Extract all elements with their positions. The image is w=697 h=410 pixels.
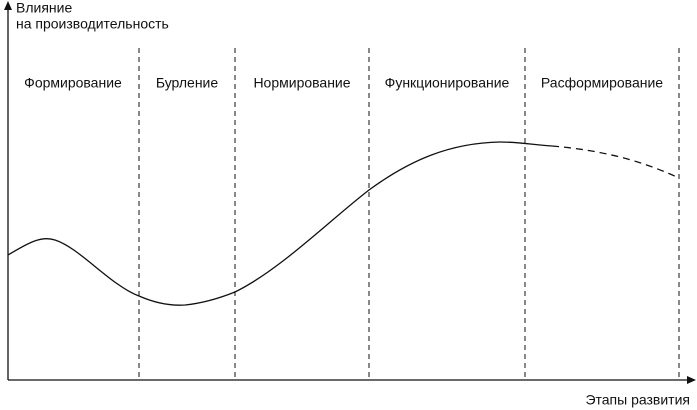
stage-label: Расформирование — [541, 75, 663, 91]
stage-label: Бурление — [156, 75, 219, 91]
y-axis-arrow — [4, 1, 12, 10]
performance-curve — [7, 141, 553, 306]
y-axis-label: Влияние — [16, 0, 72, 16]
stage-label: Нормирование — [253, 75, 350, 91]
stage-label: Формирование — [24, 75, 122, 91]
x-axis-label: Этапы развития — [585, 392, 690, 408]
stage-label: Функционирование — [385, 75, 510, 91]
y-axis-label: на производительность — [16, 16, 169, 32]
x-axis-arrow — [687, 376, 696, 384]
performance-curve-projected — [551, 145, 680, 179]
